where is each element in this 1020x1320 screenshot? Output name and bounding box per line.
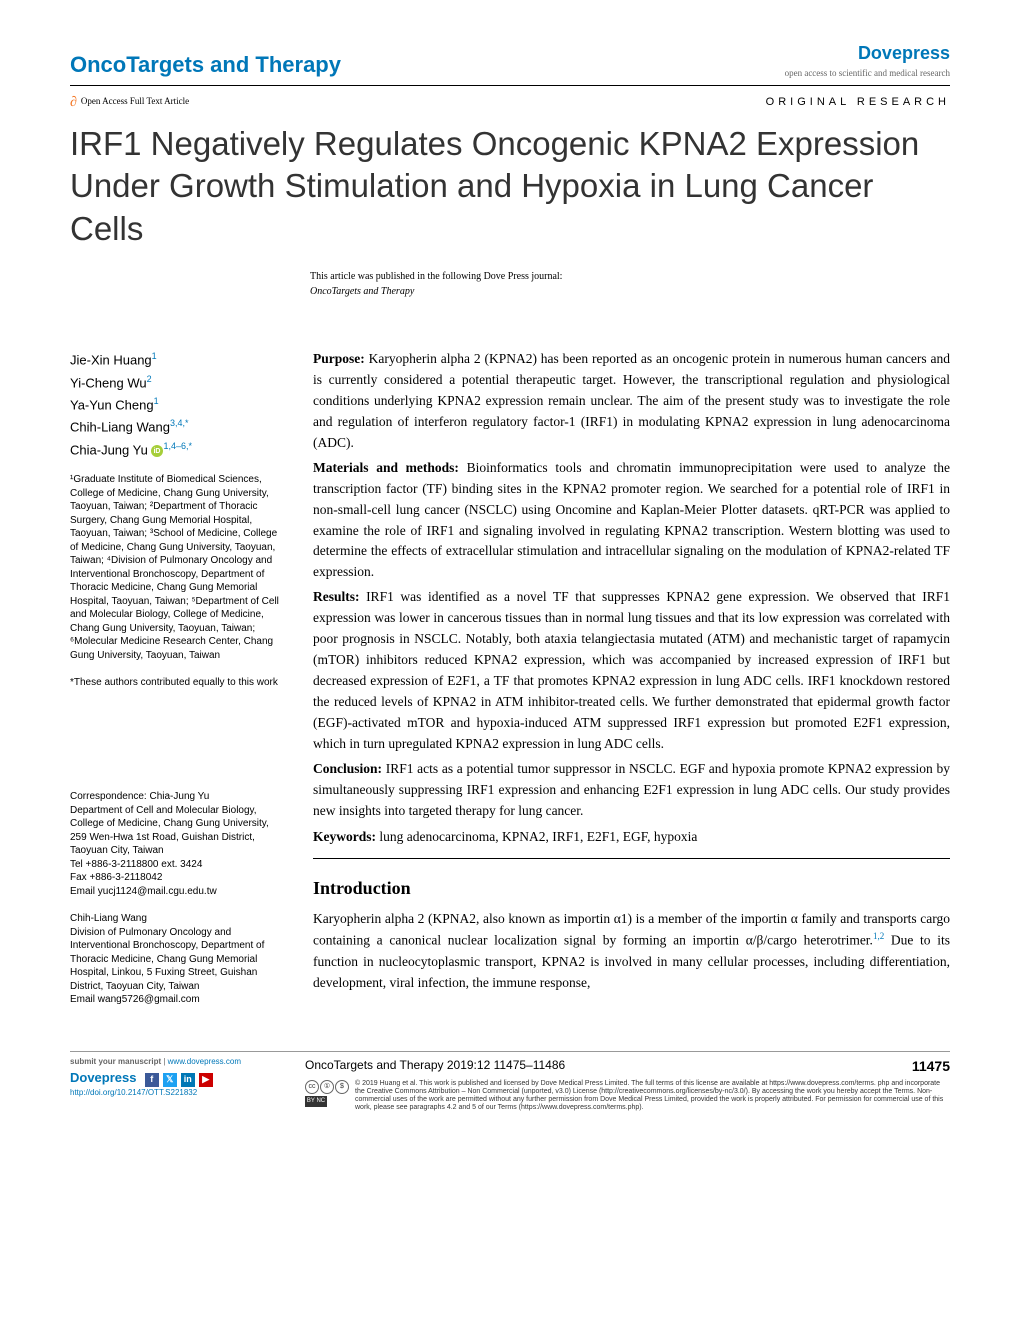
abstract-conclusion: Conclusion: IRF1 acts as a potential tum…	[313, 759, 950, 822]
abstract-results: Results: IRF1 was identified as a novel …	[313, 587, 950, 754]
publisher-logo[interactable]: Dovepress	[785, 40, 950, 67]
license-text: © 2019 Huang et al. This work is publish…	[355, 1080, 950, 1112]
author: Chia-Jung Yu 1,4–6,*	[70, 439, 285, 461]
dovepress-footer[interactable]: Dovepress f 𝕏 in ▶	[70, 1068, 285, 1088]
abstract-purpose: Purpose: Karyopherin alpha 2 (KPNA2) has…	[313, 349, 950, 454]
youtube-icon[interactable]: ▶	[199, 1073, 213, 1087]
page-number: 11475	[912, 1056, 950, 1077]
linkedin-icon[interactable]: in	[181, 1073, 195, 1087]
twitter-icon[interactable]: 𝕏	[163, 1073, 177, 1087]
subheader: ∂ Open Access Full Text Article ORIGINAL…	[70, 92, 950, 113]
orcid-icon[interactable]	[151, 445, 163, 457]
intro-heading: Introduction	[313, 875, 950, 903]
right-column: Purpose: Karyopherin alpha 2 (KPNA2) has…	[313, 349, 950, 1021]
cc-icon: cc	[305, 1080, 319, 1094]
left-column: Jie-Xin Huang1 Yi-Cheng Wu2 Ya-Yun Cheng…	[70, 349, 285, 1021]
journal-name: OncoTargets and Therapy	[70, 48, 341, 81]
author: Ya-Yun Cheng1	[70, 394, 285, 416]
page-header: OncoTargets and Therapy Dovepress open a…	[70, 40, 950, 86]
corr-body: Division of Pulmonary Oncology and Inter…	[70, 926, 285, 1007]
social-icons: f 𝕏 in ▶	[145, 1073, 213, 1087]
facebook-icon[interactable]: f	[145, 1073, 159, 1087]
affiliations: ¹Graduate Institute of Biomedical Scienc…	[70, 473, 285, 662]
citation-refs[interactable]: 1,2	[873, 931, 884, 941]
page-footer: submit your manuscript | www.dovepress.c…	[70, 1051, 950, 1112]
open-access-badge[interactable]: ∂ Open Access Full Text Article	[70, 92, 189, 113]
keywords: Keywords: lung adenocarcinoma, KPNA2, IR…	[313, 827, 950, 848]
footer-right: OncoTargets and Therapy 2019:12 11475–11…	[305, 1056, 950, 1112]
pub-note-line1: This article was published in the follow…	[310, 269, 950, 284]
license-block: cc ① $ BY NC © 2019 Huang et al. This wo…	[305, 1080, 950, 1112]
divider	[313, 858, 950, 859]
intro-text: Karyopherin alpha 2 (KPNA2, also known a…	[313, 909, 950, 993]
submit-manuscript-link[interactable]: submit your manuscript | www.dovepress.c…	[70, 1056, 285, 1068]
corr-name: Correspondence: Chia-Jung Yu	[70, 790, 285, 804]
by-icon: ①	[320, 1080, 334, 1094]
abstract-methods: Materials and methods: Bioinformatics to…	[313, 458, 950, 584]
main-content: Jie-Xin Huang1 Yi-Cheng Wu2 Ya-Yun Cheng…	[70, 349, 950, 1021]
publication-note: This article was published in the follow…	[310, 269, 950, 299]
cc-badges: cc ① $ BY NC	[305, 1080, 349, 1112]
doi-link[interactable]: http://doi.org/10.2147/OTT.S221832	[70, 1087, 285, 1099]
article-title: IRF1 Negatively Regulates Oncogenic KPNA…	[70, 123, 950, 252]
correspondence-1: Correspondence: Chia-Jung Yu Department …	[70, 790, 285, 898]
author: Chih-Liang Wang3,4,*	[70, 416, 285, 438]
publisher-block: Dovepress open access to scientific and …	[785, 40, 950, 81]
author: Yi-Cheng Wu2	[70, 372, 285, 394]
author: Jie-Xin Huang1	[70, 349, 285, 371]
corr-name: Chih-Liang Wang	[70, 912, 285, 926]
nc-icon: $	[335, 1080, 349, 1094]
publisher-tagline: open access to scientific and medical re…	[785, 67, 950, 81]
footer-left: submit your manuscript | www.dovepress.c…	[70, 1056, 285, 1112]
pub-note-journal: OncoTargets and Therapy	[310, 284, 950, 299]
article-type: ORIGINAL RESEARCH	[766, 94, 950, 111]
equal-contribution-note: *These authors contributed equally to th…	[70, 676, 285, 690]
by-nc-badge: BY NC	[305, 1096, 327, 1107]
footer-journal-line: OncoTargets and Therapy 2019:12 11475–11…	[305, 1056, 950, 1077]
corr-body: Department of Cell and Molecular Biology…	[70, 804, 285, 899]
open-access-label: Open Access Full Text Article	[81, 95, 189, 109]
open-access-icon: ∂	[70, 92, 77, 113]
correspondence-2: Chih-Liang Wang Division of Pulmonary On…	[70, 912, 285, 1007]
author-list: Jie-Xin Huang1 Yi-Cheng Wu2 Ya-Yun Cheng…	[70, 349, 285, 461]
